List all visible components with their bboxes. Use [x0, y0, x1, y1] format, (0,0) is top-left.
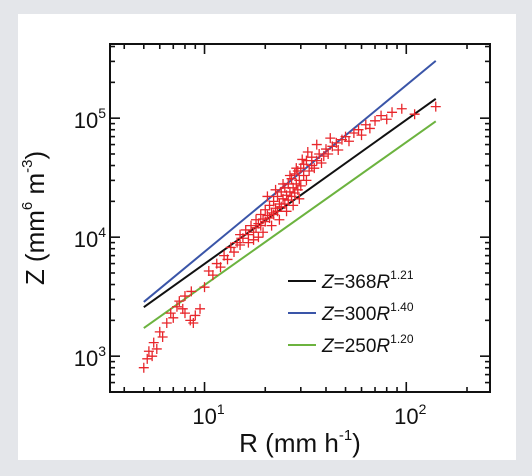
fit-line-blue [143, 60, 437, 303]
scatter-point [311, 139, 322, 150]
scatter-point [161, 318, 172, 329]
scatter-point [306, 152, 317, 163]
scatter-point [409, 109, 420, 120]
scatter-point [248, 234, 259, 245]
scatter-point [147, 351, 158, 362]
scatter-point [186, 286, 197, 297]
scatter-point [356, 130, 367, 141]
scatter-point [387, 107, 398, 118]
scatter-point [262, 191, 273, 202]
scatter-point [320, 144, 331, 155]
scatter-point [195, 303, 206, 314]
scatter-point [381, 114, 392, 125]
scatter-point [243, 237, 254, 248]
scatter-point [229, 247, 240, 258]
scatter-point [266, 220, 277, 231]
legend-label-green: Z=250R1.20 [321, 332, 414, 357]
scatter-point [138, 362, 149, 373]
scatter-point [264, 200, 275, 211]
scatter-point [262, 210, 273, 221]
scatter-point [168, 312, 179, 323]
scatter-point [253, 218, 264, 229]
y-axis-label: Z (mm6 m-3) [19, 151, 50, 285]
scatter-point [174, 296, 185, 307]
scatter-point [260, 204, 271, 215]
plot-content [138, 60, 441, 373]
scatter-point [314, 148, 325, 159]
legend-label-blue: Z=300R1.40 [321, 300, 414, 325]
scatter-point [165, 308, 176, 319]
scatter-point [207, 270, 218, 281]
scatter-point [353, 124, 364, 135]
scatter-point [237, 233, 248, 244]
scatter-point [179, 308, 190, 319]
scatter-point [318, 151, 329, 162]
scatter-point [179, 291, 190, 302]
scatter-point [430, 101, 441, 112]
scatter-point [316, 158, 327, 169]
scatter-point [304, 165, 315, 176]
scatter-point [281, 206, 292, 217]
scatter-point [258, 227, 269, 238]
scatter-series [138, 101, 441, 373]
scatter-point [370, 115, 381, 126]
scatter-point [309, 163, 320, 174]
scatter-point [325, 133, 336, 144]
scatter-point [302, 146, 313, 157]
scatter-point [396, 103, 407, 114]
scatter-point [148, 337, 159, 348]
scatter-point [270, 184, 281, 195]
scatter-point [376, 110, 387, 121]
scatter-point [157, 331, 168, 342]
scatter-point [291, 163, 302, 174]
scatter-point [284, 170, 295, 181]
x-tick-label-100: 102 [394, 401, 426, 429]
scatter-point [171, 301, 182, 312]
x-tick-label-10: 101 [192, 401, 224, 429]
scatter-point [331, 137, 342, 148]
scatter-point [294, 193, 305, 204]
axis-ticks [110, 44, 490, 393]
scatter-point [222, 254, 233, 265]
scatter-point [288, 200, 299, 211]
scatter-point [274, 214, 285, 225]
scatter-point [311, 155, 322, 166]
scatter-point [333, 145, 344, 156]
scatter-point [151, 343, 162, 354]
scatter-point [177, 303, 188, 314]
legend: Z=368R1.21 Z=300R1.40 Z=250R1.20 [288, 268, 414, 357]
scatter-point [142, 353, 153, 364]
scatter-point [199, 282, 210, 293]
scatter-point [278, 178, 289, 189]
scatter-point [215, 262, 226, 273]
y-tick-label-10000: 104 [74, 224, 106, 252]
scatter-point [306, 160, 317, 171]
scatter-point [253, 232, 264, 243]
figure-card [18, 14, 516, 460]
x-axis-label: R (mm h-1) [239, 427, 361, 458]
scatter-point [188, 318, 199, 329]
y-tick-label-1000: 103 [74, 343, 106, 371]
scatter-point [235, 239, 246, 250]
scatter-point [251, 222, 262, 233]
fit-line-black [143, 97, 437, 309]
scatter-point [246, 220, 257, 231]
scatter-point [203, 265, 214, 276]
scatter-point [364, 123, 375, 134]
scatter-point [255, 209, 266, 220]
scatter-point [323, 148, 334, 159]
scatter-point [301, 175, 312, 186]
y-tick-label-100000: 105 [74, 105, 106, 133]
scatter-point [154, 326, 165, 337]
legend-label-black: Z=368R1.21 [321, 268, 414, 293]
scatter-point [301, 155, 312, 166]
scatter-point [343, 136, 354, 147]
scatter-point [297, 154, 308, 165]
scatter-point [190, 310, 201, 321]
scatter-point [295, 180, 306, 191]
fit-line-green [143, 120, 437, 329]
